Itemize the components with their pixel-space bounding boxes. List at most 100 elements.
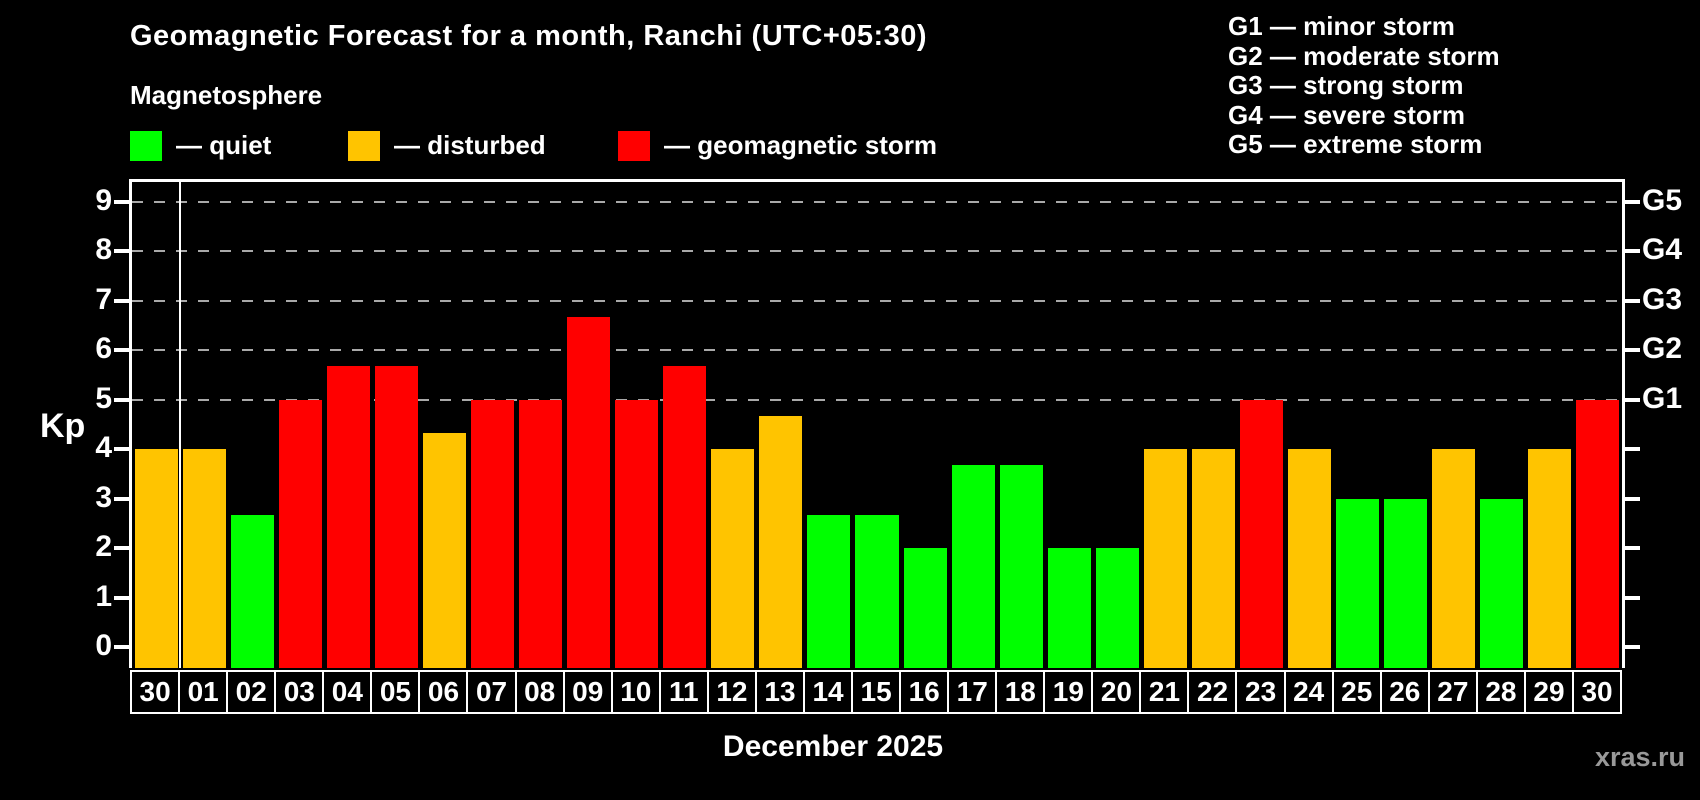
bar-day-29	[1528, 449, 1572, 668]
left-tick-kp-1	[114, 595, 132, 600]
bar-day-03	[278, 399, 322, 668]
bar-day-10	[615, 399, 659, 668]
date-label-cell: 12	[706, 670, 758, 714]
bar-day-11	[663, 366, 707, 668]
g4-legend-row: G4 — severe storm	[1228, 99, 1466, 130]
left-tick-kp-0	[114, 645, 132, 649]
y-tick-label-6: 6	[95, 332, 112, 365]
bar-day-16	[903, 548, 947, 668]
date-label-cell: 30	[1571, 670, 1623, 714]
legend-item-disturbed: — disturbed	[348, 130, 546, 161]
date-label-cell: 19	[1043, 670, 1094, 714]
bar-day-08	[519, 399, 563, 668]
quiet-color-swatch	[130, 130, 162, 161]
bar-day-20	[1095, 548, 1139, 668]
bar-day-22	[1191, 449, 1235, 668]
right-tick-kp-2	[1622, 546, 1640, 550]
y-tick-label-1: 1	[95, 579, 112, 613]
g-scale-label-g3: G3	[1642, 282, 1683, 316]
watermark: xras.ru	[1594, 742, 1685, 772]
bar-day-12	[711, 449, 755, 668]
bar-day-17	[951, 465, 995, 668]
g5-legend-row: G5 — extreme storm	[1228, 129, 1483, 159]
bar-day-30	[134, 449, 178, 668]
bar-day-26	[1384, 498, 1428, 668]
date-label-cell: 28	[1475, 670, 1527, 714]
y-tick-label-4: 4	[95, 431, 112, 464]
y-tick-label-3: 3	[95, 480, 112, 514]
month-boundary-line	[178, 182, 182, 668]
y-tick-label-0: 0	[95, 629, 112, 662]
date-label-cell: 04	[322, 670, 373, 714]
left-tick-kp-5	[114, 397, 132, 402]
left-tick-kp-8	[114, 249, 132, 253]
bar-day-05	[374, 366, 418, 668]
date-label-cell: 30	[130, 670, 181, 714]
gridline-kp-7	[132, 299, 1622, 302]
date-label-cell: 27	[1427, 670, 1478, 714]
date-label-cell: 24	[1283, 670, 1334, 714]
bar-day-21	[1143, 449, 1187, 668]
disturbed-color-swatch	[348, 130, 380, 161]
bar-day-02	[230, 514, 274, 668]
bar-day-04	[326, 366, 370, 668]
left-tick-kp-4	[114, 447, 132, 451]
chart-subtitle: Magnetosphere	[130, 80, 323, 110]
date-label-cell: 07	[466, 670, 517, 714]
date-label-cell: 06	[418, 670, 469, 714]
legend-item-storm: — geomagnetic storm	[618, 130, 937, 161]
date-label-cell: 21	[1139, 670, 1190, 714]
legend-label-quiet: — quiet	[176, 130, 272, 160]
gridline-kp-6	[132, 349, 1622, 351]
gridline-kp-8	[132, 250, 1622, 252]
y-axis-title: Kp	[40, 407, 86, 445]
bar-day-06	[422, 432, 466, 668]
bar-day-27	[1432, 449, 1476, 668]
date-label-cell: 10	[610, 670, 661, 714]
bar-day-13	[759, 415, 803, 668]
plot-frame	[129, 179, 1625, 668]
date-label-cell: 01	[178, 670, 229, 714]
date-label-cell: 23	[1235, 670, 1286, 714]
date-label-cell: 03	[274, 670, 325, 714]
right-tick-kp-3	[1622, 496, 1640, 501]
chart-title: Geomagnetic Forecast for a month, Ranchi…	[130, 20, 928, 52]
legend-label-storm: — geomagnetic storm	[664, 130, 938, 160]
left-tick-kp-6	[114, 348, 132, 352]
storm-color-swatch	[618, 130, 650, 161]
date-label-cell: 05	[370, 670, 421, 714]
y-tick-label-5: 5	[95, 381, 112, 415]
gridline-kp-9	[132, 200, 1622, 203]
right-tick-kp-9	[1622, 199, 1640, 204]
date-label-cell: 26	[1379, 670, 1430, 714]
date-label-cell: 18	[995, 670, 1046, 714]
date-label-cell: 17	[947, 670, 998, 714]
date-label-cell: 02	[226, 670, 277, 714]
bar-day-15	[855, 514, 899, 668]
left-tick-kp-7	[114, 298, 132, 303]
bar-day-30	[1576, 399, 1620, 668]
left-tick-kp-9	[114, 199, 132, 204]
right-tick-kp-6	[1622, 348, 1640, 352]
date-label-cell: 13	[754, 670, 806, 714]
right-tick-kp-8	[1622, 249, 1640, 253]
date-label-cell: 15	[850, 670, 902, 714]
right-tick-kp-4	[1622, 447, 1640, 451]
date-label-cell: 11	[658, 670, 709, 714]
plot-area	[132, 182, 1622, 668]
bar-day-01	[182, 449, 226, 668]
date-label-cell: 29	[1523, 670, 1575, 714]
legend-label-disturbed: — disturbed	[394, 130, 546, 160]
y-tick-label-7: 7	[95, 282, 112, 316]
date-label-cell: 09	[562, 670, 613, 714]
legend-item-quiet: — quiet	[130, 130, 271, 161]
left-tick-kp-2	[114, 546, 132, 550]
g3-legend-row: G3 — strong storm	[1228, 70, 1464, 100]
y-tick-label-8: 8	[95, 233, 112, 266]
right-tick-kp-7	[1622, 298, 1640, 303]
date-label-cell: 22	[1187, 670, 1238, 714]
g-scale-legend: G1 — minor storm G2 — moderate storm G3 …	[1228, 11, 1500, 160]
bar-day-18	[999, 465, 1043, 668]
right-tick-kp-0	[1622, 645, 1640, 649]
